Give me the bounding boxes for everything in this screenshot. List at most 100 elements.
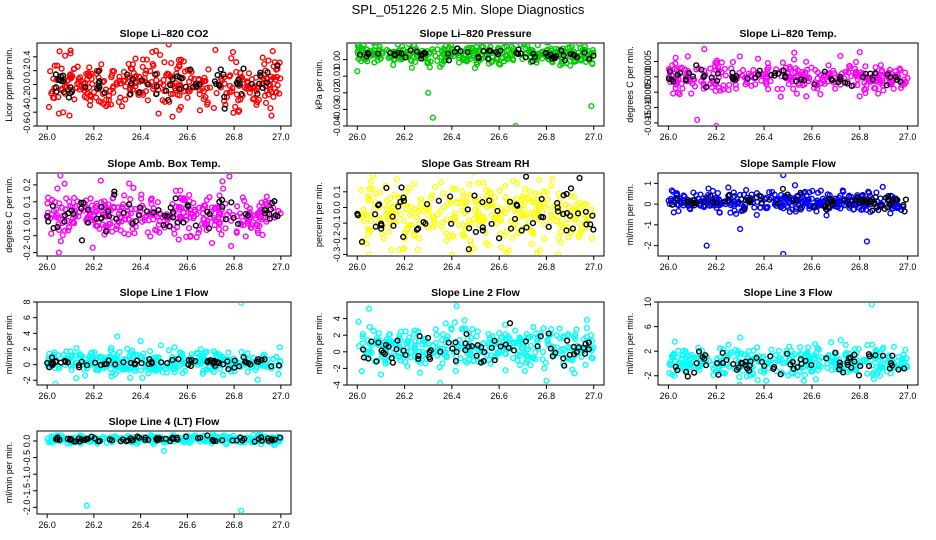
data-point-all <box>168 59 175 67</box>
data-point-selected <box>108 437 116 444</box>
data-point-all <box>493 204 500 211</box>
data-point-all <box>101 204 108 211</box>
data-point-all <box>204 101 211 108</box>
x-tick-label: 26.6 <box>803 391 821 401</box>
data-point-all <box>190 199 197 207</box>
data-point-all <box>670 188 677 195</box>
data-point-selected <box>244 212 251 219</box>
data-point-selected <box>64 435 71 442</box>
data-point-all <box>516 352 524 359</box>
data-point-selected <box>674 71 681 78</box>
data-point-selected <box>176 86 183 93</box>
data-point-selected <box>150 209 157 216</box>
data-point-all <box>842 341 849 348</box>
data-point-all <box>690 354 698 361</box>
data-point-all <box>156 229 163 236</box>
data-point-all <box>825 71 832 78</box>
data-point-selected <box>729 69 736 76</box>
data-point-selected <box>65 210 72 217</box>
data-point-selected <box>240 65 247 72</box>
data-point-all <box>58 65 65 72</box>
data-point-all <box>461 210 468 217</box>
data-point-all <box>684 353 691 360</box>
data-point-all <box>516 348 523 356</box>
data-point-all <box>110 203 117 210</box>
data-point-all <box>693 116 701 123</box>
data-point-selected <box>507 225 515 232</box>
points-layer <box>44 432 284 513</box>
data-point-all <box>705 185 712 192</box>
data-point-all <box>176 61 183 69</box>
data-point-selected <box>801 77 808 84</box>
data-point-all <box>127 374 134 381</box>
y-tick-label: -1.0 <box>22 466 32 482</box>
data-point-all <box>216 365 224 372</box>
data-point-all <box>851 65 859 72</box>
panel-title: Slope Amb. Box Temp. <box>107 158 220 170</box>
data-point-all <box>828 366 835 374</box>
data-point-all <box>113 79 120 86</box>
data-point-selected <box>702 352 709 359</box>
y-tick-label: 0 <box>22 362 32 367</box>
data-point-all <box>66 198 73 205</box>
data-point-all <box>85 70 92 77</box>
data-point-all <box>476 218 484 225</box>
data-point-all <box>71 194 78 202</box>
data-point-selected <box>529 219 537 227</box>
data-point-selected <box>435 197 442 204</box>
data-point-all <box>890 85 897 92</box>
x-tick-label: 26.4 <box>443 262 461 272</box>
data-point-all <box>555 234 562 241</box>
data-point-all <box>220 185 227 192</box>
data-point-all <box>116 349 123 356</box>
data-point-all <box>216 218 223 226</box>
data-point-all <box>397 357 404 364</box>
data-point-selected <box>78 237 86 244</box>
data-point-all <box>118 103 126 110</box>
data-point-all <box>549 175 556 182</box>
data-point-selected <box>184 201 191 209</box>
panel-title: Slope Li–820 CO2 <box>120 28 209 40</box>
data-point-selected <box>674 367 681 374</box>
data-point-all <box>73 374 80 382</box>
data-point-all <box>522 212 529 219</box>
data-point-all <box>584 215 591 223</box>
data-point-all <box>114 333 121 340</box>
data-point-selected <box>784 191 791 198</box>
data-point-all <box>789 352 796 359</box>
data-point-all <box>252 366 259 374</box>
data-point-all <box>150 62 157 69</box>
data-point-all <box>146 348 154 355</box>
panel-8: Slope Line 2 Flow 26.0 26.2 26.4 26.6 26.8 27.… <box>314 287 605 401</box>
data-point-selected <box>493 49 500 56</box>
data-point-all <box>815 361 822 368</box>
data-point-all <box>200 367 207 375</box>
data-point-all <box>868 362 875 369</box>
data-point-all <box>488 59 495 66</box>
data-point-all <box>791 49 798 56</box>
y-tick-label: 2 <box>643 349 653 354</box>
data-point-all <box>679 64 686 71</box>
data-point-all <box>45 103 53 111</box>
y-axis-label: degrees C per min. <box>625 46 635 123</box>
data-point-all <box>530 230 537 237</box>
data-point-selected <box>96 84 103 91</box>
data-point-all <box>590 38 595 43</box>
y-tick-label: 0.4 <box>22 51 32 64</box>
data-point-selected <box>883 82 890 89</box>
data-point-all <box>67 47 74 54</box>
data-point-all <box>242 233 249 240</box>
data-point-all <box>495 350 502 357</box>
data-point-all <box>861 86 868 93</box>
data-point-all <box>588 206 595 213</box>
data-point-all <box>50 75 57 82</box>
data-point-selected <box>893 197 900 204</box>
data-point-all <box>794 67 801 74</box>
y-tick-label: 0.005 <box>643 50 653 73</box>
data-point-all <box>361 218 368 225</box>
y-axis-label: ml/min per min. <box>4 313 14 375</box>
data-point-all <box>419 341 426 348</box>
data-point-all <box>107 347 114 354</box>
data-point-all <box>512 122 519 125</box>
y-tick-label: 0.2 <box>22 64 32 77</box>
